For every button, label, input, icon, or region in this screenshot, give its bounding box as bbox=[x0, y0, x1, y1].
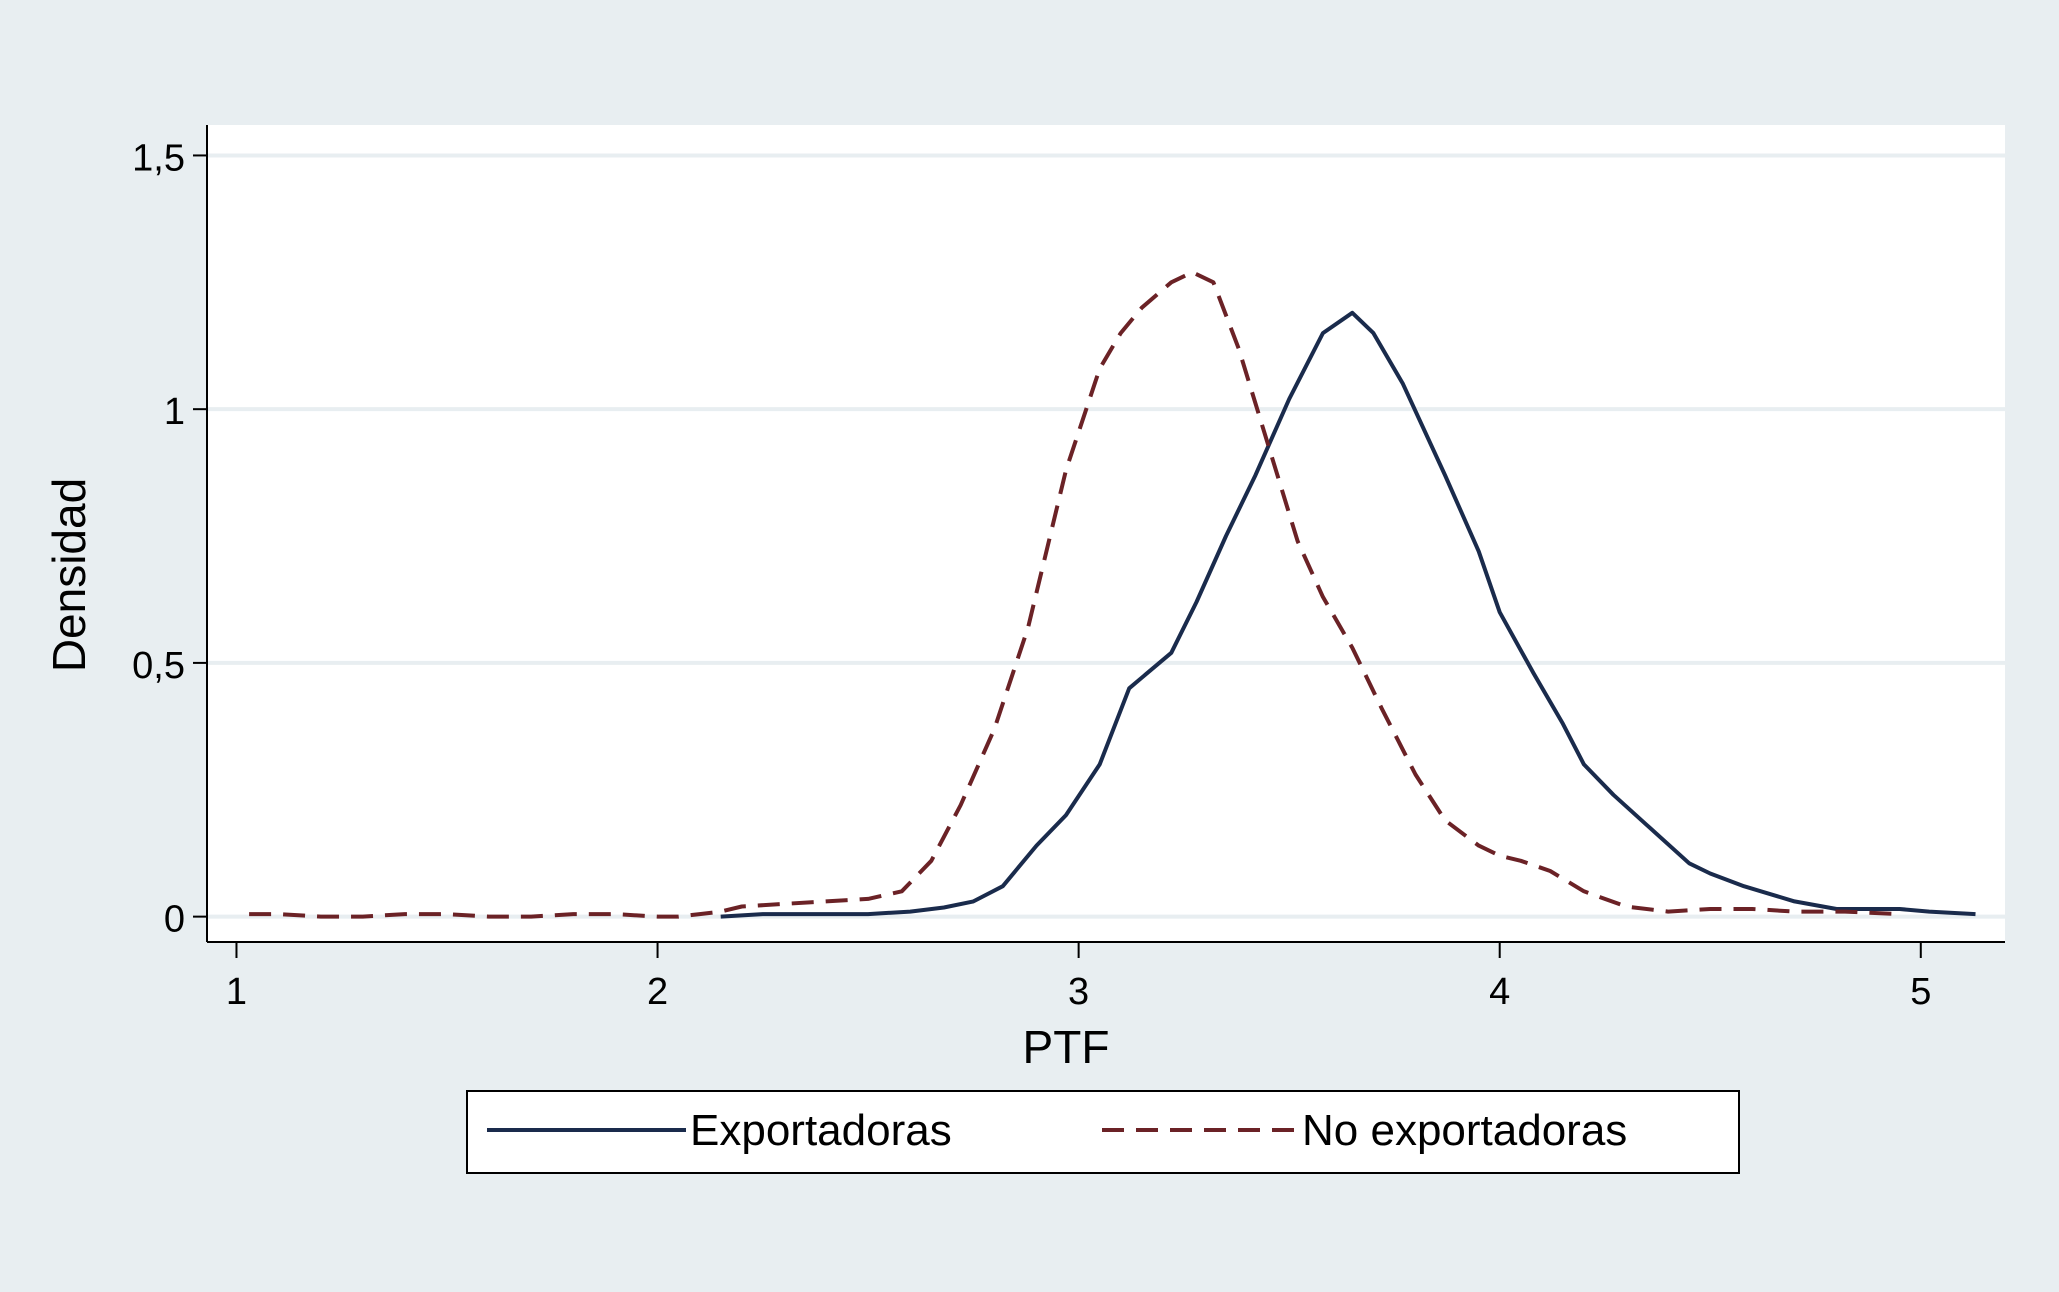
legend-label-exportadoras: Exportadoras bbox=[690, 1106, 952, 1155]
axes bbox=[206, 125, 2005, 943]
legend-label-no-exportadoras: No exportadoras bbox=[1302, 1106, 1627, 1155]
y-tick-label: 0 bbox=[164, 899, 185, 941]
x-tick-label: 1 bbox=[226, 971, 247, 1013]
legend: Exportadoras No exportadoras bbox=[466, 1090, 1740, 1174]
x-tick-label: 2 bbox=[647, 971, 668, 1013]
series bbox=[249, 270, 1976, 919]
y-axis-title: Densidad bbox=[43, 478, 95, 672]
ticks: 0 0,5 1 1,5 1 2 3 4 5 bbox=[132, 137, 1931, 1013]
y-tick-label: 1,5 bbox=[132, 137, 185, 179]
x-tick-label: 5 bbox=[1910, 971, 1931, 1013]
series-line-exportadoras bbox=[720, 310, 1976, 919]
series-line-no-exportadoras bbox=[249, 270, 1900, 919]
y-tick-label: 1 bbox=[164, 391, 185, 433]
x-axis-title: PTF bbox=[1023, 1021, 1110, 1073]
plot-area bbox=[207, 125, 2005, 942]
gridlines bbox=[207, 153, 2005, 919]
y-tick-label: 0,5 bbox=[132, 645, 185, 687]
x-tick-label: 4 bbox=[1489, 971, 1510, 1013]
x-tick-label: 3 bbox=[1068, 971, 1089, 1013]
